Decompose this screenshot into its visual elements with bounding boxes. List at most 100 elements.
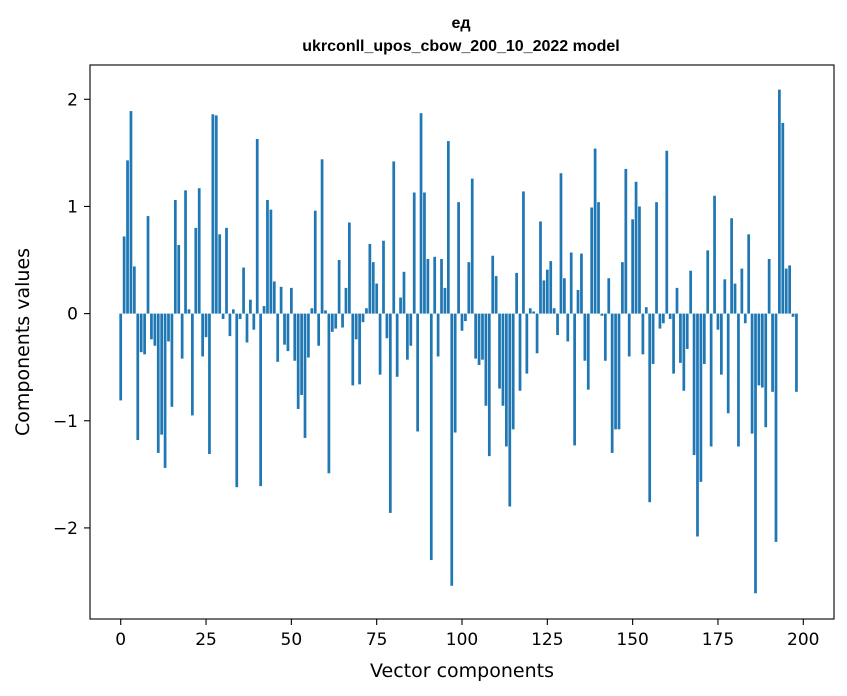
bar	[334, 313, 338, 329]
y-tick-label: −1	[53, 412, 78, 432]
bar	[740, 268, 744, 314]
bar	[399, 297, 402, 314]
bar	[672, 313, 675, 374]
bar	[160, 313, 164, 435]
bar	[791, 313, 795, 317]
bar	[173, 200, 177, 314]
bar	[597, 202, 600, 314]
bar	[228, 313, 232, 337]
bar	[119, 313, 123, 401]
bar	[272, 281, 276, 314]
bar	[668, 313, 672, 319]
x-tick-label: 75	[366, 630, 388, 650]
bar	[747, 234, 751, 314]
bar	[665, 150, 669, 314]
bar	[655, 202, 658, 314]
bar	[522, 191, 525, 314]
bar	[242, 267, 245, 314]
bar	[716, 313, 720, 330]
bar	[221, 313, 225, 319]
bar	[757, 313, 761, 386]
bar	[320, 159, 324, 314]
y-tick-label: 2	[67, 90, 78, 110]
bar	[696, 313, 699, 537]
bar	[406, 313, 409, 360]
x-axis-ticks: 0 25 50 75 100 125 150 175 200	[115, 619, 820, 650]
bar	[412, 192, 416, 314]
bar	[720, 313, 723, 375]
bar	[153, 313, 157, 346]
bar	[494, 276, 498, 314]
bar	[624, 168, 628, 314]
bar	[508, 313, 512, 507]
bar	[388, 313, 392, 513]
bar	[505, 313, 508, 447]
bar	[627, 313, 631, 357]
bar	[566, 313, 570, 342]
bar	[641, 313, 645, 355]
bar	[170, 313, 174, 407]
bar	[443, 287, 447, 314]
bar	[682, 313, 686, 391]
bar	[607, 278, 611, 314]
bar	[204, 313, 208, 338]
bar	[289, 287, 293, 314]
y-tick-label: 1	[67, 197, 78, 217]
plot-frame	[89, 64, 835, 620]
bar	[515, 272, 518, 314]
bar	[378, 313, 382, 375]
bar	[337, 260, 341, 314]
bar	[375, 283, 379, 314]
bar	[658, 313, 662, 329]
bar	[303, 313, 307, 438]
bar	[231, 309, 235, 314]
bar	[194, 227, 198, 314]
bar	[348, 222, 351, 314]
bar	[651, 313, 655, 364]
bar	[255, 138, 259, 314]
bar	[279, 286, 283, 314]
y-axis-ticks: −2 −1 0 1 2	[53, 90, 90, 539]
bar	[730, 218, 733, 314]
bar	[754, 313, 757, 594]
bar	[313, 210, 317, 314]
bar	[122, 236, 126, 314]
x-tick-label: 175	[702, 630, 734, 650]
bar	[269, 209, 273, 314]
bar	[743, 313, 747, 324]
bar	[542, 280, 546, 314]
bar	[177, 245, 181, 314]
bar	[477, 313, 481, 366]
bar	[262, 306, 266, 314]
bar	[498, 313, 501, 389]
bar	[689, 270, 693, 314]
bar	[211, 114, 215, 314]
chart-title: ед	[451, 15, 470, 32]
bar	[511, 313, 515, 430]
bar	[368, 243, 372, 314]
bar	[621, 262, 624, 314]
bar	[197, 188, 201, 314]
bar	[245, 313, 249, 343]
bar	[214, 115, 218, 314]
bar	[795, 313, 798, 392]
bar	[184, 190, 187, 314]
bar	[385, 313, 389, 339]
bar	[593, 148, 597, 314]
bar	[358, 313, 361, 385]
bar	[201, 313, 204, 357]
bar	[474, 313, 478, 359]
bar	[453, 313, 457, 433]
bar	[709, 313, 713, 447]
bar	[713, 195, 716, 314]
bar	[586, 313, 590, 390]
bar	[283, 313, 286, 345]
bar	[464, 313, 467, 322]
bar	[409, 313, 413, 346]
bar	[563, 278, 566, 314]
bar	[317, 313, 321, 346]
bar	[481, 313, 484, 360]
bar	[180, 313, 184, 359]
bar	[491, 255, 495, 314]
bar	[460, 313, 464, 331]
